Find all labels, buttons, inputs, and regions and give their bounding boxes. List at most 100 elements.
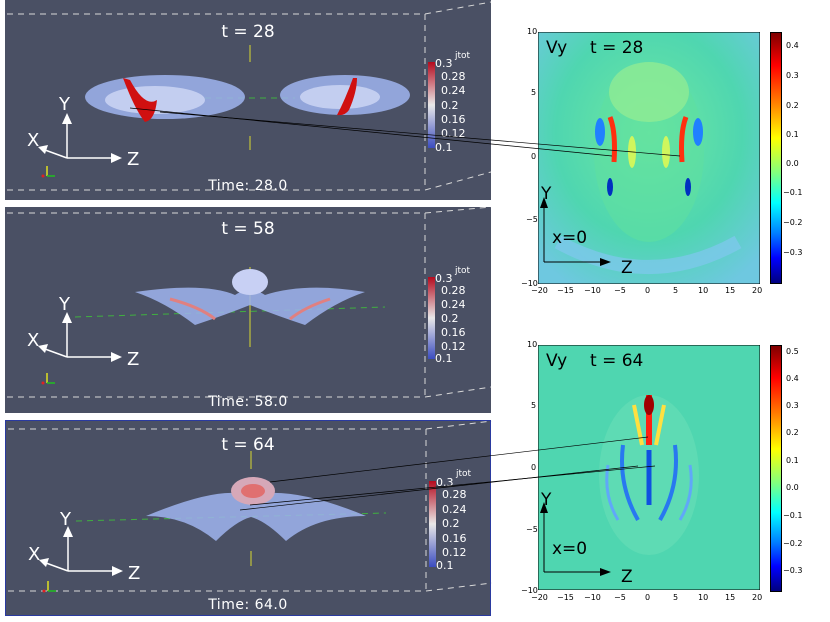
y-tick: −5: [526, 215, 538, 224]
jtot-tick: 0.1: [435, 352, 453, 365]
vy-field-plot: [537, 31, 761, 285]
vy-colorbar-tick: 0.4: [786, 41, 799, 50]
x-tick: 15: [725, 286, 736, 295]
y-tick: −10: [521, 279, 538, 288]
vy-colorbar-tick: 0.0: [786, 483, 799, 492]
y-tick: 5: [531, 401, 537, 410]
vy-colorbar-tick: 0.3: [786, 401, 799, 410]
axis-x-label: X: [28, 544, 41, 565]
x-tick: −5: [614, 593, 626, 602]
render-panel-t64: t = 64 Time: 64.0 Y X Z jtot 0.3 0.28 0.…: [5, 420, 492, 616]
jtot-colorbar-title: jtot: [455, 51, 471, 61]
heatmap-y-label: Y: [541, 490, 552, 510]
jtot-colorbar-gradient: [428, 277, 435, 359]
vy-colorbar-tick: 0.1: [786, 130, 799, 139]
y-tick: −10: [521, 586, 538, 595]
vy-colorbar-tick: 0.1: [786, 456, 799, 465]
jtot-tick: 0.16: [442, 532, 467, 545]
heatmap-time-label: t = 28: [590, 38, 644, 58]
vy-colorbar-tick: −0.2: [783, 539, 803, 548]
x-tick: −10: [584, 593, 601, 602]
jtot-tick: 0.28: [442, 488, 467, 501]
x-tick: −15: [557, 286, 574, 295]
y-tick: 10: [527, 340, 538, 349]
vy-colorbar-tick: 0.2: [786, 428, 799, 437]
vy-colorbar-tick: −0.2: [783, 218, 803, 227]
jtot-tick: 0.12: [441, 340, 466, 353]
x-tick: −10: [584, 286, 601, 295]
heatmap-z-label: Z: [621, 258, 633, 278]
jtot-tick: 0.2: [442, 517, 460, 530]
x-tick: −20: [531, 593, 548, 602]
heatmap-slice-label: x=0: [552, 228, 588, 248]
heatmap-field-label: Vy: [546, 351, 568, 371]
jtot-tick: 0.16: [441, 326, 466, 339]
x-tick: 0: [645, 286, 651, 295]
x-tick: 10: [698, 286, 709, 295]
heatmap-field-label: Vy: [546, 38, 568, 58]
jtot-tick: 0.24: [442, 503, 467, 516]
heatmap-z-label: Z: [621, 567, 633, 587]
vy-colorbar-tick: 0.5: [786, 347, 799, 356]
vy-colorbar-tick: 0.3: [786, 71, 799, 80]
jtot-tick: 0.3: [436, 476, 454, 489]
axis-z-label: Z: [127, 349, 140, 370]
vy-colorbar-tick: −0.3: [783, 566, 803, 575]
render-panel-t28: t = 28 Time: 28.0 Y X Z jtot 0.3 0.28 0.…: [5, 0, 491, 200]
jtot-tick: 0.24: [441, 84, 466, 97]
current-sheet: [135, 287, 365, 325]
vy-colorbar-tick: 0.2: [786, 101, 799, 110]
panel-time-footer: Time: 28.0: [208, 178, 288, 194]
panel-time-title: t = 28: [221, 22, 275, 42]
axis-z-label: Z: [127, 149, 140, 170]
jtot-tick: 0.2: [441, 312, 459, 325]
y-tick: −5: [526, 525, 538, 534]
heatmap-slice-label: x=0: [552, 539, 588, 559]
y-tick: 10: [527, 27, 538, 36]
vy-heatmap-t64: Vy t = 64 Y x=0 Z: [537, 344, 761, 591]
jtot-tick: 0.16: [441, 113, 466, 126]
x-tick: −20: [531, 286, 548, 295]
jtot-colorbar-title: jtot: [456, 469, 472, 479]
x-tick: −5: [614, 286, 626, 295]
vy-colorbar-tick: 0.4: [786, 374, 799, 383]
vy-colorbar-tick: −0.1: [783, 511, 803, 520]
panel-time-title: t = 58: [221, 219, 275, 239]
jtot-colorbar-gradient: [428, 62, 435, 148]
vy-colorbar-tick: −0.3: [783, 248, 803, 257]
jtot-tick: 0.12: [441, 127, 466, 140]
axis-y-label: Y: [59, 94, 70, 115]
axis-y-label: Y: [59, 294, 70, 315]
y-tick: 0: [531, 152, 537, 161]
vy-heatmap-t28: Vy t = 28 Y x=0 Z: [537, 31, 761, 285]
y-tick: 5: [531, 88, 537, 97]
x-tick: 20: [752, 593, 763, 602]
jtot-tick: 0.12: [442, 546, 467, 559]
jtot-tick: 0.1: [436, 559, 454, 572]
y-tick: 0: [531, 463, 537, 472]
vy-colorbar: [770, 32, 782, 284]
jtot-tick: 0.28: [441, 284, 466, 297]
x-tick: 5: [673, 286, 679, 295]
jtot-tick: 0.1: [435, 141, 453, 154]
panel-time-footer: Time: 58.0: [208, 394, 288, 410]
x-tick: 10: [698, 593, 709, 602]
jtot-colorbar-title: jtot: [455, 266, 471, 276]
x-tick: −15: [557, 593, 574, 602]
jtot-tick: 0.3: [435, 272, 453, 285]
axis-z-label: Z: [128, 563, 141, 584]
panel-time-title: t = 64: [221, 435, 275, 455]
jtot-tick: 0.2: [441, 99, 459, 112]
vy-colorbar-tick: 0.0: [786, 159, 799, 168]
jtot-colorbar-gradient: [429, 481, 436, 567]
panel-time-footer: Time: 64.0: [208, 597, 288, 613]
panel-3d-scene: [7, 207, 491, 398]
jtot-tick: 0.3: [435, 57, 453, 70]
x-tick: 0: [645, 593, 651, 602]
heatmap-y-label: Y: [541, 184, 552, 204]
vy-colorbar: [770, 345, 782, 592]
jtot-tick: 0.28: [441, 70, 466, 83]
axis-y-label: Y: [60, 509, 71, 530]
x-tick: 20: [752, 286, 763, 295]
x-tick: 5: [673, 593, 679, 602]
